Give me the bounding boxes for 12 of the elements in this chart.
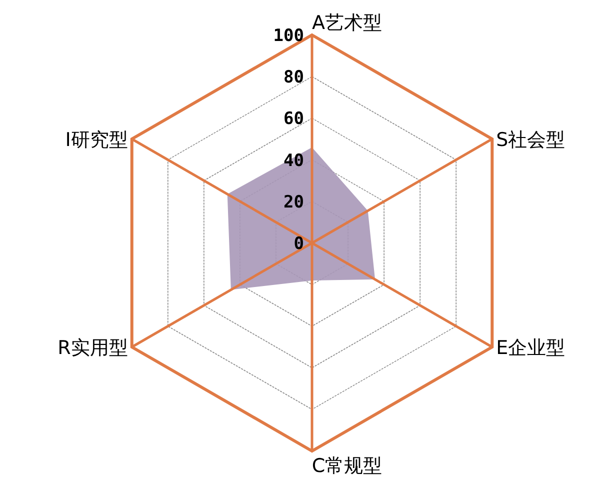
y-tick-label: 40 bbox=[284, 150, 304, 171]
spoke-label: R实用型 bbox=[58, 337, 128, 359]
spoke-label: I研究型 bbox=[65, 129, 128, 151]
spoke-label: A艺术型 bbox=[312, 12, 382, 34]
y-tick-label: 80 bbox=[284, 68, 304, 88]
y-tick-label: 60 bbox=[284, 109, 304, 130]
y-tick-label: 100 bbox=[273, 26, 304, 46]
spoke-label: S社会型 bbox=[496, 129, 566, 151]
y-tick-label: 0 bbox=[294, 234, 304, 254]
spoke-label: C常规型 bbox=[312, 455, 382, 477]
y-tick-label: 20 bbox=[284, 192, 304, 212]
spoke-label: E企业型 bbox=[496, 337, 566, 359]
